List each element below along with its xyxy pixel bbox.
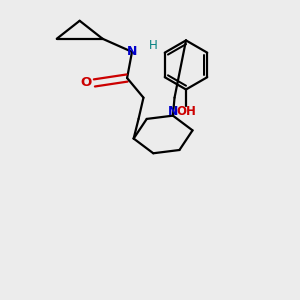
Text: OH: OH xyxy=(176,105,196,118)
Text: O: O xyxy=(81,76,92,89)
Text: N: N xyxy=(168,105,178,118)
Text: H: H xyxy=(149,39,158,52)
Text: N: N xyxy=(127,45,137,58)
